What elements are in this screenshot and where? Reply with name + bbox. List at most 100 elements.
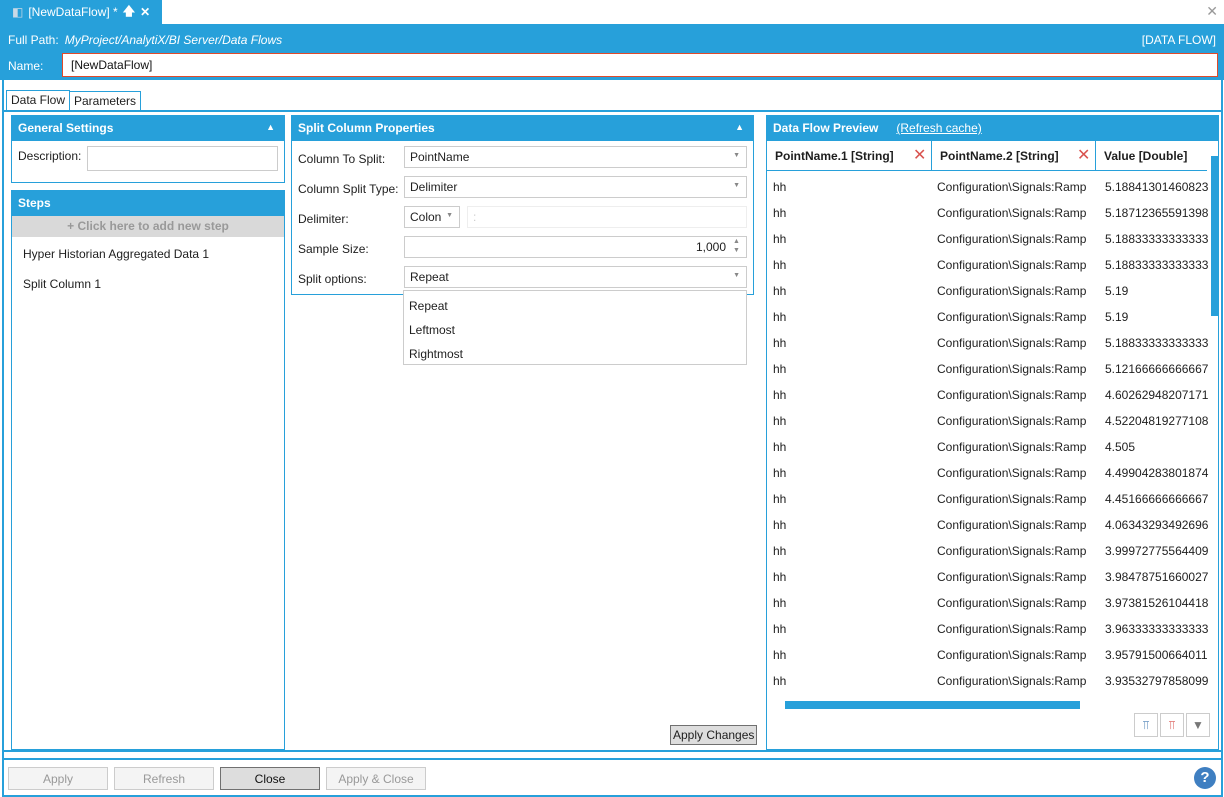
collapse-icon[interactable]: ▲ [266,122,275,132]
sample-size-label: Sample Size: [298,242,369,256]
table-cell: hh [773,206,787,220]
column-header[interactable]: Value [Double] [1096,141,1218,171]
column-header[interactable]: PointName.2 [String] ✕ [932,141,1096,171]
step-item[interactable]: Hyper Historian Aggregated Data 1 [23,247,210,261]
table-row[interactable]: hh Configuration\Signals:Ramp 3.9353279785… [767,668,1218,694]
delimiter-char-input[interactable]: : [467,206,747,228]
option-rightmost[interactable]: Rightmost [409,347,464,361]
column-title: Value [Double] [1104,149,1188,163]
close-tab-icon[interactable]: ✕ [140,5,151,19]
table-cell: Configuration\Signals:Ramp [937,674,1087,688]
close-button[interactable]: Close [220,767,320,790]
table-cell: Configuration\Signals:Ramp [937,492,1087,506]
table-row[interactable]: hh Configuration\Signals:Ramp 4.5220481927… [767,408,1218,434]
option-leftmost[interactable]: Leftmost [409,323,456,337]
table-row[interactable]: hh Configuration\Signals:Ramp 3.9633333333… [767,616,1218,642]
general-settings-header[interactable]: General Settings ▲ [12,116,284,141]
table-cell: 4.52204819277108 [1105,414,1209,428]
table-row[interactable]: hh Configuration\Signals:Ramp 4.6026294820… [767,382,1218,408]
table-cell: 3.99972775564409 [1105,544,1209,558]
table-row[interactable]: hh Configuration\Signals:Ramp 5.19 [767,278,1218,304]
apply-button[interactable]: Apply [8,767,108,790]
table-row[interactable]: hh Configuration\Signals:Ramp 3.9997277556… [767,538,1218,564]
apply-changes-button[interactable]: Apply Changes [670,725,758,745]
delimiter-select[interactable]: Colon [404,206,460,228]
table-cell: 3.97381526104418 [1105,596,1209,610]
table-cell: 5.12166666666667 [1105,362,1209,376]
vertical-scrollbar[interactable] [1211,156,1218,316]
refresh-cache-link[interactable]: (Refresh cache) [896,121,982,135]
table-row[interactable]: hh Configuration\Signals:Ramp 4.4516666666… [767,486,1218,512]
column-to-split-select[interactable]: PointName [404,146,747,168]
collapse-icon[interactable]: ▲ [735,122,744,132]
description-input[interactable] [87,146,278,171]
table-cell: Configuration\Signals:Ramp [937,544,1087,558]
stepper-arrows-icon[interactable]: ▲ ▼ [733,238,740,254]
apply-close-button[interactable]: Apply & Close [326,767,426,790]
table-cell: 5.18833333333333 [1105,258,1209,272]
table-cell: hh [773,232,787,246]
table-row[interactable]: hh Configuration\Signals:Ramp 3.9579150066… [767,642,1218,668]
pin-icon[interactable]: 🡅 [122,3,136,18]
table-cell: hh [773,310,787,324]
table-cell: hh [773,648,787,662]
preview-header: Data Flow Preview (Refresh cache) [767,116,1218,141]
table-cell: 5.19 [1105,284,1129,298]
add-column-icon[interactable]: ⫪ [1134,713,1158,737]
split-type-label: Column Split Type: [298,182,399,196]
table-row[interactable]: hh Configuration\Signals:Ramp 5.1884130146… [767,174,1218,200]
full-path: Full Path: MyProject/AnalytiX/BI Server/D… [8,33,282,47]
table-row[interactable]: hh Configuration\Signals:Ramp 3.9847875166… [767,564,1218,590]
table-row[interactable]: hh Configuration\Signals:Ramp 4.0634329349… [767,512,1218,538]
table-cell: 3.96333333333333 [1105,622,1209,636]
refresh-button[interactable]: Refresh [114,767,214,790]
tab-data-flow[interactable]: Data Flow [6,90,71,111]
remove-columns-icon[interactable]: ⫪ [1160,713,1184,737]
table-cell: 4.60262948207171 [1105,388,1209,402]
filter-icon[interactable]: ▼ [1186,713,1210,737]
description-label: Description: [18,149,82,163]
steps-header: Steps [12,191,284,216]
table-row[interactable]: hh Configuration\Signals:Ramp 4.505 [767,434,1218,460]
table-row[interactable]: hh Configuration\Signals:Ramp 5.1883333333… [767,252,1218,278]
option-repeat[interactable]: Repeat [409,299,448,313]
table-cell: hh [773,544,787,558]
full-path-label: Full Path: [8,33,59,47]
table-row[interactable]: hh Configuration\Signals:Ramp 5.19 [767,304,1218,330]
split-header[interactable]: Split Column Properties ▲ [292,116,753,141]
column-title: PointName.1 [String] [775,149,894,163]
table-row[interactable]: hh Configuration\Signals:Ramp 3.9738152610… [767,590,1218,616]
tab-parameters[interactable]: Parameters [69,91,142,111]
split-type-select[interactable]: Delimiter [404,176,747,198]
remove-column-icon[interactable]: ✕ [913,147,927,164]
add-step-button[interactable]: + Click here to add new step [12,216,284,237]
name-label: Name: [8,59,44,73]
name-input[interactable]: [NewDataFlow] [62,53,1218,77]
dataflow-icon: ◧ [12,5,24,19]
table-row[interactable]: hh Configuration\Signals:Ramp 5.1216666666… [767,356,1218,382]
sample-size-stepper[interactable]: 1,000 [404,236,747,258]
horizontal-scrollbar[interactable] [785,701,1080,709]
table-row[interactable]: hh Configuration\Signals:Ramp 5.1883333333… [767,226,1218,252]
table-cell: hh [773,674,787,688]
table-cell: 3.93532797858099 [1105,674,1209,688]
table-cell: Configuration\Signals:Ramp [937,362,1087,376]
window-close-icon[interactable]: ✕ [1206,3,1218,19]
split-options-select[interactable]: Repeat [404,266,747,288]
table-row[interactable]: hh Configuration\Signals:Ramp 5.1871236559… [767,200,1218,226]
help-icon[interactable]: ? [1194,767,1216,789]
table-cell: hh [773,596,787,610]
table-cell: 5.18833333333333 [1105,336,1209,350]
step-item[interactable]: Split Column 1 [23,277,102,291]
content-area [3,110,1223,752]
table-cell: hh [773,414,787,428]
remove-column-icon[interactable]: ✕ [1077,147,1091,164]
column-header[interactable]: PointName.1 [String] ✕ [767,141,932,171]
table-row[interactable]: hh Configuration\Signals:Ramp 4.4990428380… [767,460,1218,486]
document-tab-title: [NewDataFlow] * [28,5,118,19]
table-cell: hh [773,466,787,480]
document-tab[interactable]: ◧ [NewDataFlow] * 🡅 ✕ [0,0,162,24]
table-row[interactable]: hh Configuration\Signals:Ramp 5.1883333333… [767,330,1218,356]
table-cell: 5.18712365591398 [1105,206,1209,220]
table-cell: hh [773,362,787,376]
